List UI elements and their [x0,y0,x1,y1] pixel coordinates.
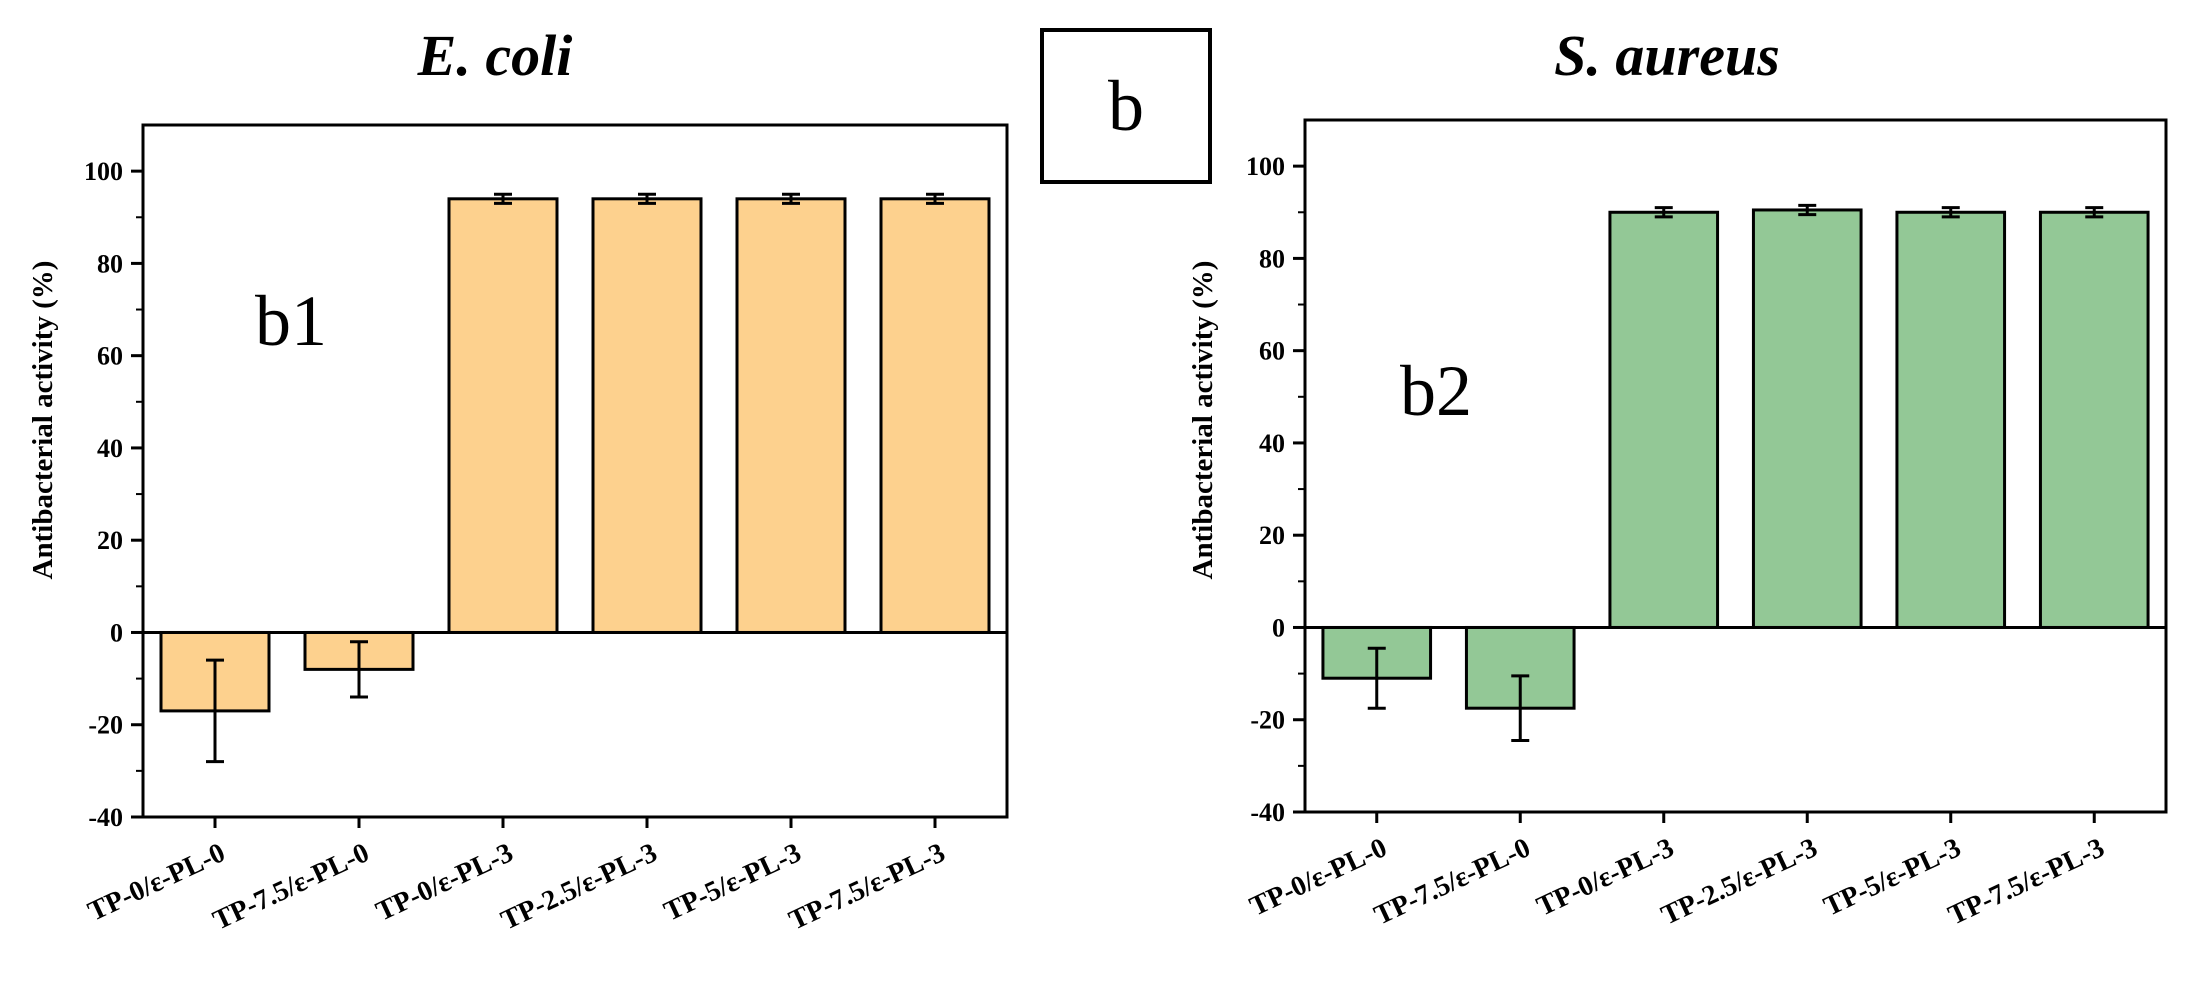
x-tick-label-ecoli-4: TP-2.5/ε-PL-3 [496,837,662,936]
chart-saureus: -40-20020406080100TP-0/ε-PL-0TP-7.5/ε-PL… [1187,118,2168,931]
y-tick-label-ecoli: 20 [97,526,123,555]
x-tick-label-saureus-6: TP-7.5/ε-PL-3 [1944,832,2110,931]
x-tick-label-ecoli-2: TP-7.5/ε-PL-0 [208,837,374,936]
chart-title-ecoli: E. coli [417,23,573,88]
x-tick-label-ecoli-5: TP-5/ε-PL-3 [659,837,806,927]
y-tick-label-ecoli: -20 [88,711,123,740]
bar-ecoli-6 [879,197,991,634]
plot-frame [1303,118,2168,814]
y-tick-label-ecoli: 80 [97,249,123,278]
bar-saureus-3 [1608,210,1720,629]
y-tick-label-saureus: 0 [1272,613,1285,642]
x-tick-label-saureus-4: TP-2.5/ε-PL-3 [1657,832,1823,931]
bar-ecoli-3 [447,197,559,634]
y-tick-label-saureus: 60 [1259,337,1285,366]
x-tick-label-saureus-2: TP-7.5/ε-PL-0 [1370,832,1536,931]
bar-ecoli-4 [591,197,703,634]
y-tick-label-saureus: 80 [1259,244,1285,273]
y-tick-label-ecoli: -40 [88,803,123,832]
plot-frame [141,123,1009,819]
panel-label-ecoli: b1 [255,281,327,361]
y-tick-label-saureus: 40 [1259,429,1285,458]
figure-panel-label: b [1040,28,1212,184]
y-tick-label-ecoli: 60 [97,342,123,371]
chart-ecoli: -40-20020406080100TP-0/ε-PL-0TP-7.5/ε-PL… [27,123,1009,936]
x-tick-label-ecoli-3: TP-0/ε-PL-3 [371,837,518,927]
x-tick-label-saureus-3: TP-0/ε-PL-3 [1532,832,1679,922]
panel-label-saureus: b2 [1400,351,1472,431]
bar-ecoli-5 [735,197,847,634]
chart-title-saureus: S. aureus [1554,23,1780,88]
y-axis-label-ecoli: Antibacterial activity (%) [27,261,59,580]
y-tick-label-saureus: -40 [1250,798,1285,827]
x-tick-label-saureus-5: TP-5/ε-PL-3 [1819,832,1966,922]
bar-saureus-4 [1751,208,1863,629]
x-tick-label-saureus-1: TP-0/ε-PL-0 [1245,832,1392,922]
y-tick-label-saureus: -20 [1250,706,1285,735]
y-tick-label-ecoli: 100 [84,157,123,186]
x-tick-label-ecoli-6: TP-7.5/ε-PL-3 [784,837,950,936]
y-tick-label-ecoli: 0 [110,618,123,647]
bar-saureus-6 [2038,210,2150,629]
y-tick-label-saureus: 100 [1246,152,1285,181]
y-tick-label-ecoli: 40 [97,434,123,463]
y-tick-label-saureus: 20 [1259,521,1285,550]
y-axis-label-saureus: Antibacterial activity (%) [1187,261,1219,580]
bar-saureus-5 [1895,210,2007,629]
x-tick-label-ecoli-1: TP-0/ε-PL-0 [83,837,230,927]
